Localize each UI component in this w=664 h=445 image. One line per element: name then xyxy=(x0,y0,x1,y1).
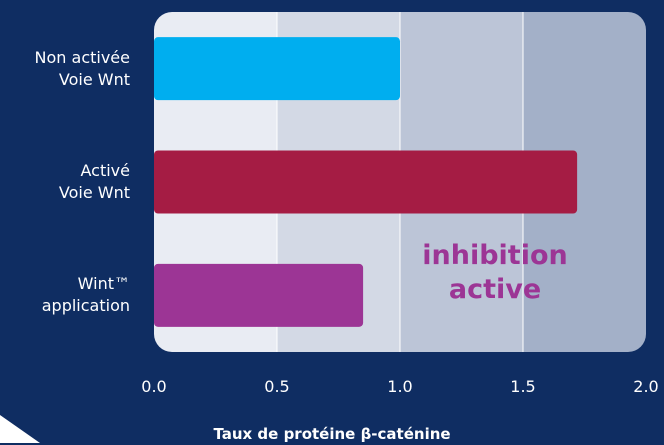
x-tick-label: 1.0 xyxy=(387,377,413,396)
y-tick-label: Non activée Voie Wnt xyxy=(34,47,130,89)
x-tick-label: 1.5 xyxy=(510,377,536,396)
bar xyxy=(154,150,578,214)
y-tick-label: Activé Voie Wnt xyxy=(58,161,130,202)
x-axis-label: Taux de protéine β-caténine xyxy=(213,425,451,443)
bar xyxy=(154,37,400,101)
bar xyxy=(154,263,364,327)
annotation: inhibition active xyxy=(422,240,568,305)
x-tick-label: 2.0 xyxy=(633,377,659,396)
x-tick-label: 0.0 xyxy=(141,377,167,396)
y-tick-label: Wint™ application xyxy=(41,274,130,316)
corner-decoration xyxy=(0,415,40,443)
x-tick-label: 0.5 xyxy=(264,377,290,396)
